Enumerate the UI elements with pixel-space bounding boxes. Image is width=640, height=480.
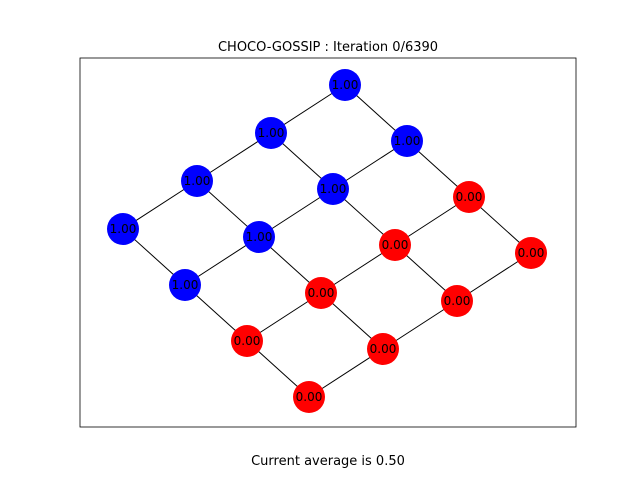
current-average-text: Current average is 0.50 bbox=[251, 454, 405, 469]
node-circle bbox=[453, 181, 485, 213]
node-circle bbox=[243, 221, 275, 253]
node-value-label: 1.00 bbox=[394, 134, 421, 148]
graph-node: 1.00 bbox=[255, 117, 287, 149]
node-circle bbox=[293, 381, 325, 413]
graph-node: 1.00 bbox=[317, 173, 349, 205]
node-value-label: 1.00 bbox=[246, 230, 273, 244]
graph-node: 0.00 bbox=[305, 277, 337, 309]
node-value-label: 0.00 bbox=[308, 286, 335, 300]
node-value-label: 0.00 bbox=[296, 390, 323, 404]
graph-edges bbox=[122, 84, 532, 398]
graph-node: 0.00 bbox=[441, 285, 473, 317]
node-value-label: 1.00 bbox=[172, 278, 199, 292]
node-circle bbox=[317, 173, 349, 205]
graph-node: 0.00 bbox=[231, 325, 263, 357]
node-value-label: 1.00 bbox=[110, 222, 137, 236]
node-circle bbox=[329, 69, 361, 101]
node-circle bbox=[305, 277, 337, 309]
graph-nodes: 1.00 1.00 1.00 1.00 1.00 1.00 1.00 1.00 0.00 0.00… bbox=[107, 69, 547, 413]
node-circle bbox=[379, 229, 411, 261]
node-value-label: 1.00 bbox=[184, 174, 211, 188]
node-circle bbox=[107, 213, 139, 245]
node-value-label: 0.00 bbox=[382, 238, 409, 252]
node-value-label: 0.00 bbox=[456, 190, 483, 204]
node-value-label: 0.00 bbox=[518, 246, 545, 260]
node-value-label: 0.00 bbox=[370, 342, 397, 356]
graph-node: 0.00 bbox=[293, 381, 325, 413]
graph-node: 0.00 bbox=[379, 229, 411, 261]
node-circle bbox=[391, 125, 423, 157]
graph-node: 1.00 bbox=[169, 269, 201, 301]
node-value-label: 0.00 bbox=[234, 334, 261, 348]
graph-node: 1.00 bbox=[391, 125, 423, 157]
node-circle bbox=[255, 117, 287, 149]
node-value-label: 1.00 bbox=[320, 182, 347, 196]
figure-title: CHOCO-GOSSIP : Iteration 0/6390 bbox=[218, 40, 438, 55]
graph-node: 1.00 bbox=[243, 221, 275, 253]
node-value-label: 0.00 bbox=[444, 294, 471, 308]
node-circle bbox=[181, 165, 213, 197]
graph-node: 0.00 bbox=[367, 333, 399, 365]
node-circle bbox=[169, 269, 201, 301]
node-circle bbox=[231, 325, 263, 357]
node-circle bbox=[515, 237, 547, 269]
graph-node: 0.00 bbox=[453, 181, 485, 213]
graph-node: 1.00 bbox=[107, 213, 139, 245]
graph-node: 1.00 bbox=[181, 165, 213, 197]
plot-frame bbox=[79, 57, 577, 428]
node-circle bbox=[441, 285, 473, 317]
graph-node: 1.00 bbox=[329, 69, 361, 101]
node-value-label: 1.00 bbox=[332, 78, 359, 92]
node-value-label: 1.00 bbox=[258, 126, 285, 140]
graph-node: 0.00 bbox=[515, 237, 547, 269]
node-circle bbox=[367, 333, 399, 365]
